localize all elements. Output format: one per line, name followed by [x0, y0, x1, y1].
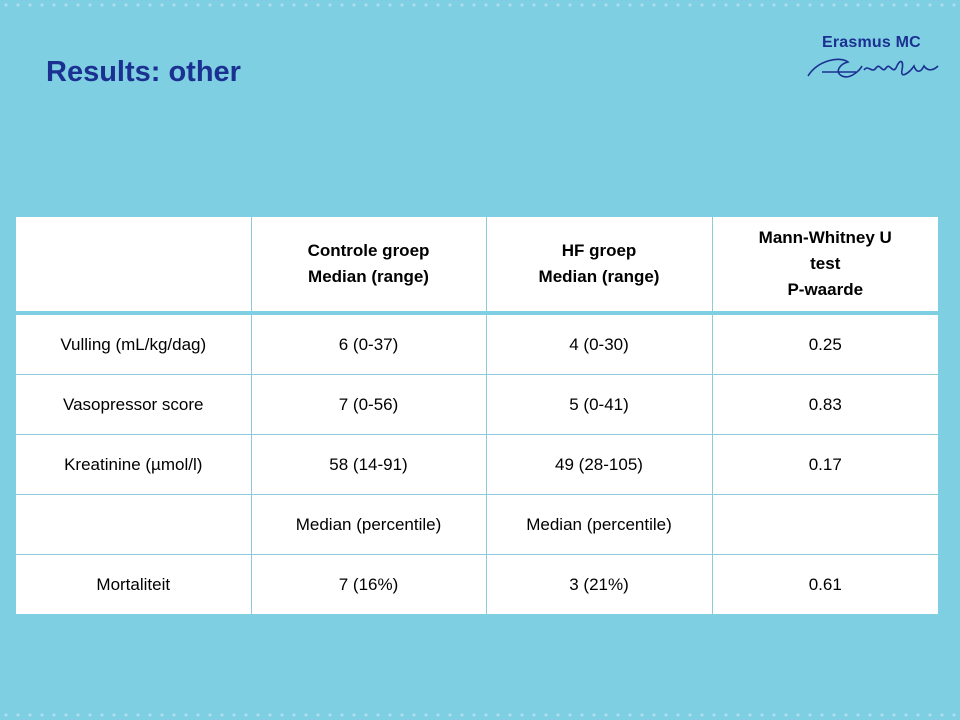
table-cell: 49 (28-105) — [486, 434, 713, 495]
column-header-line: Mann-Whitney U — [758, 228, 892, 247]
column-header-line: Median (range) — [538, 267, 660, 286]
table-cell — [712, 494, 938, 555]
table-row: Vulling (mL/kg/dag) 6 (0-37) 4 (0-30) 0.25 — [16, 313, 938, 375]
table-cell: 58 (14-91) — [251, 434, 487, 495]
table-cell: 0.17 — [712, 434, 938, 495]
table-cell: Median (percentile) — [486, 494, 713, 555]
table-cell: 7 (0-56) — [251, 374, 487, 435]
table-cell: 4 (0-30) — [486, 313, 713, 375]
erasmus-mc-logo: Erasmus MC — [800, 28, 945, 90]
column-header-line: test — [810, 254, 841, 273]
row-label-cell: Vasopressor score — [16, 374, 252, 435]
row-label-cell: Kreatinine (µmol/l) — [16, 434, 252, 495]
top-dotted-border — [0, 2, 960, 8]
table-cell: 0.25 — [712, 313, 938, 375]
column-header-0 — [16, 217, 252, 315]
column-header-line: Median (range) — [308, 267, 429, 286]
column-header-line: HF groep — [561, 241, 637, 260]
row-label-cell: Mortaliteit — [16, 554, 252, 614]
column-header-1: Controle groep Median (range) — [251, 217, 487, 315]
table-row: Median (percentile) Median (percentile) — [16, 494, 938, 555]
table-cell: 6 (0-37) — [251, 313, 487, 375]
table-cell: 0.61 — [808, 574, 842, 594]
column-header-line: P-waarde — [787, 280, 864, 299]
column-header-2: HF groep Median (range) — [486, 217, 713, 315]
table-row: Vasopressor score 7 (0-56) 5 (0-41) 0.83 — [16, 374, 938, 435]
results-table: Controle groep Median (range) HF groep Medi… — [16, 217, 938, 614]
column-header-3: Mann-Whitney U test P-waarde — [712, 217, 938, 315]
table-cell: 0.83 — [712, 374, 938, 435]
table-header-row: Controle groep Median (range) HF groep Medi… — [16, 217, 938, 315]
table-row: Kreatinine (µmol/l) 58 (14-91) 49 (28-105)… — [16, 434, 938, 495]
table-row: Mortaliteit 7 (16%) 3 (21%) 0.61 — [16, 554, 938, 614]
bottom-dotted-border — [0, 712, 960, 718]
row-label-cell: Vulling (mL/kg/dag) — [16, 313, 252, 375]
logo-text: Erasmus MC — [822, 34, 921, 51]
table-cell: Median (percentile) — [251, 494, 487, 555]
table-cell: 5 (0-41) — [486, 374, 713, 435]
row-label-cell — [16, 494, 252, 555]
signature-icon — [807, 58, 939, 78]
table-cell: 3 (21%) — [486, 554, 713, 614]
table-cell: 7 (16%) — [251, 554, 487, 614]
table-body: Vulling (mL/kg/dag) 6 (0-37) 4 (0-30) 0.25 V… — [16, 313, 938, 614]
slide-title: Results: other — [46, 56, 241, 88]
column-header-line: Controle groep — [307, 241, 430, 260]
